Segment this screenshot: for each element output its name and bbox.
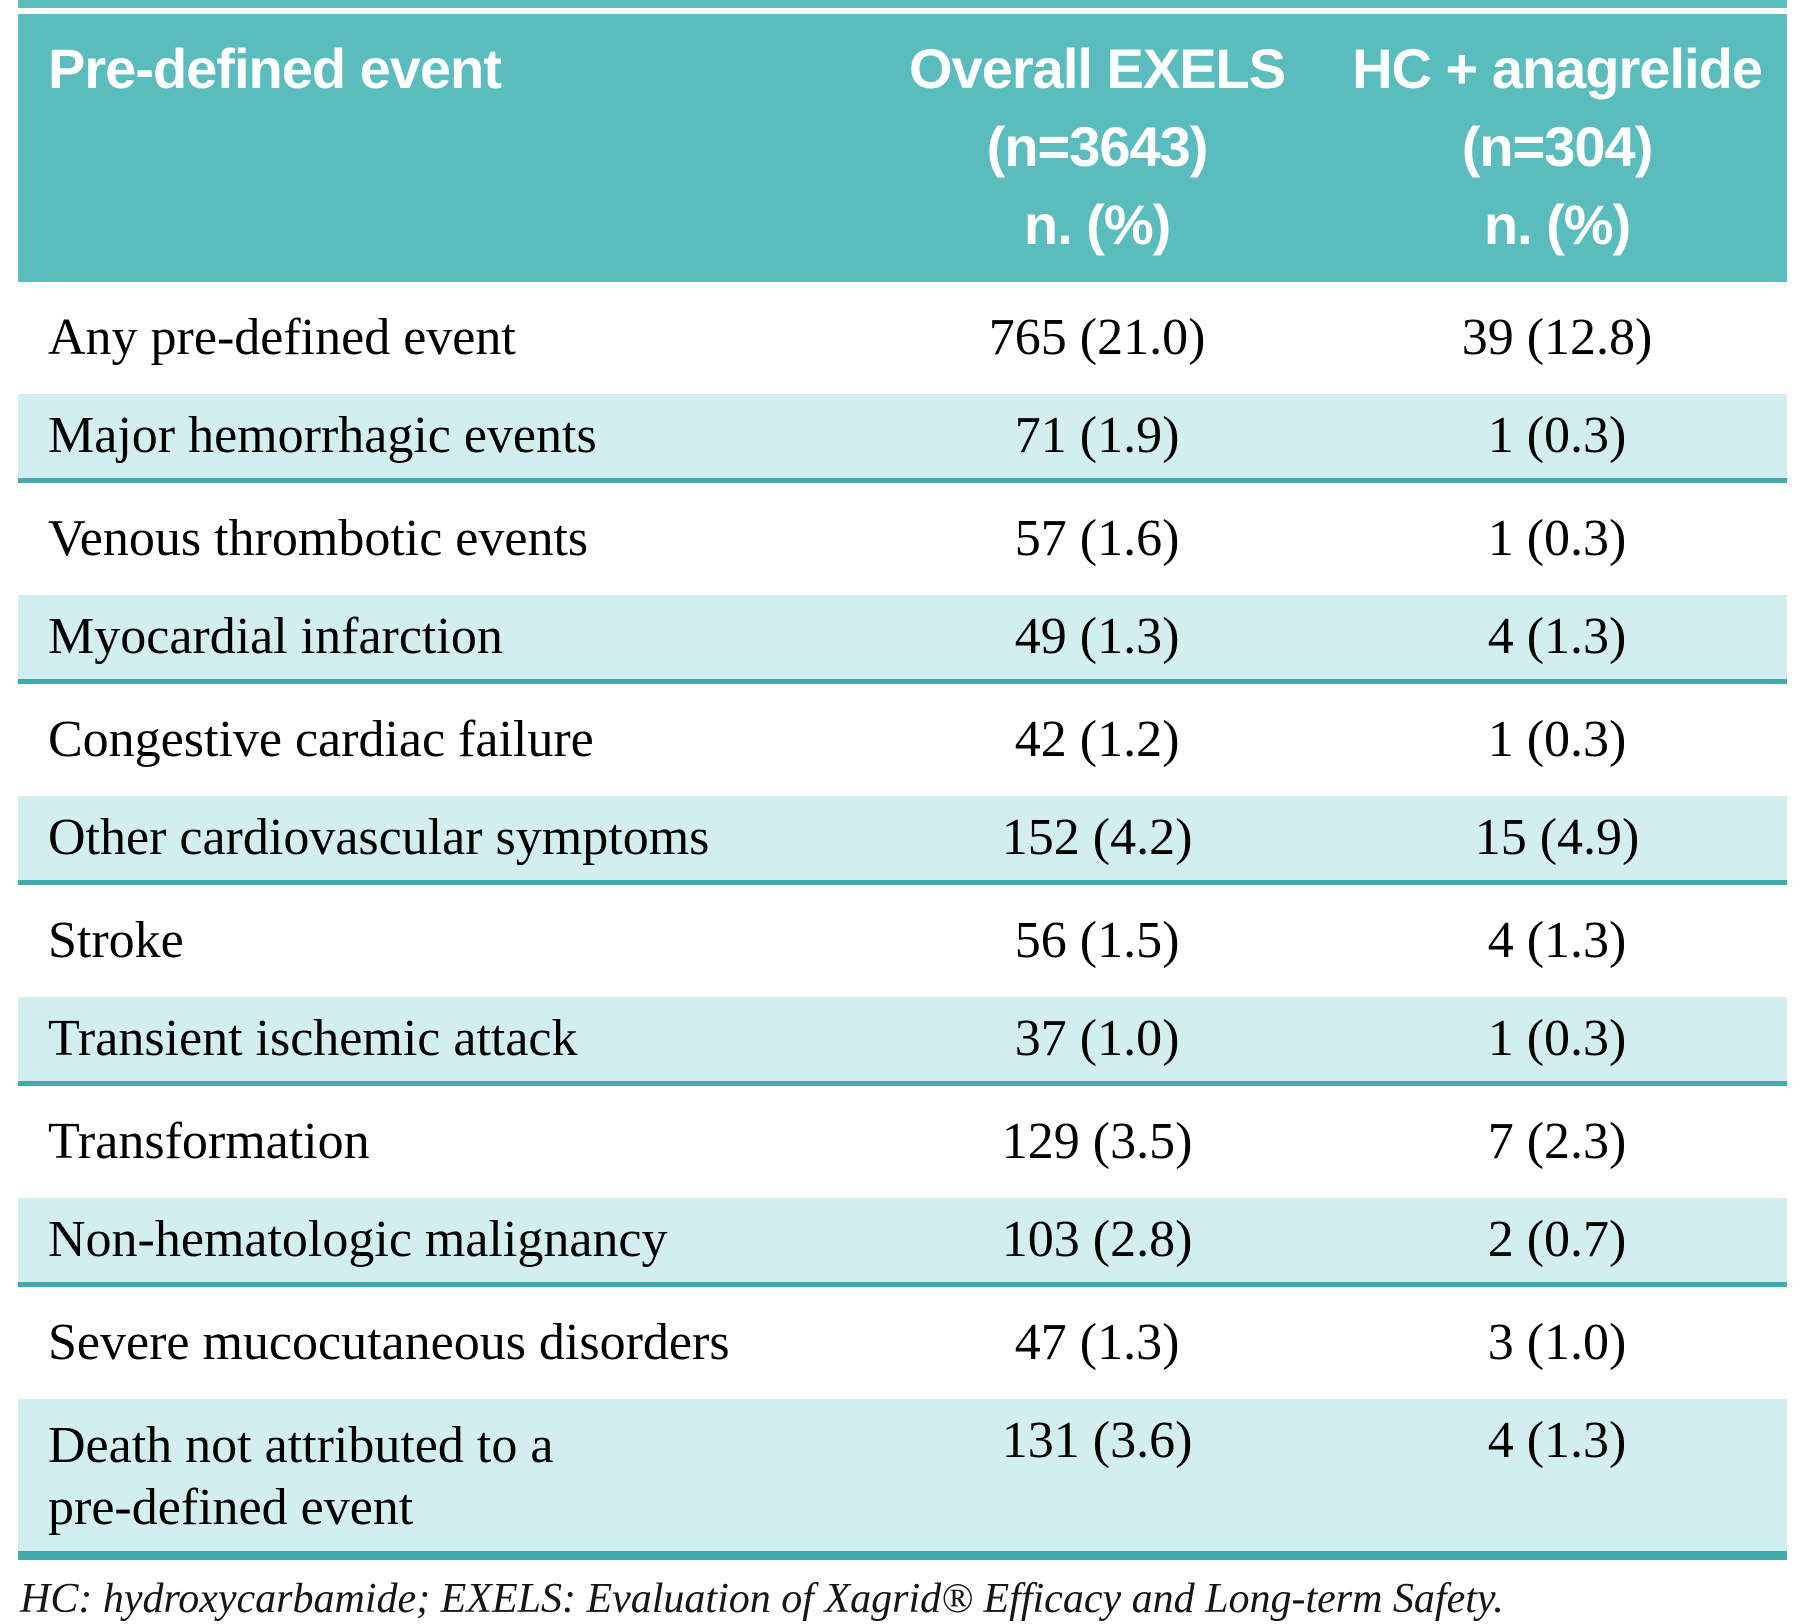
overall-cell: 765 (21.0) [867, 282, 1328, 394]
hc-cell: 2 (0.7) [1327, 1198, 1787, 1287]
header-row: Pre-defined event Overall EXELS (n=3643)… [18, 14, 1787, 282]
overall-cell: 152 (4.2) [867, 796, 1328, 885]
hc-title: HC + anagrelide [1352, 37, 1763, 100]
overall-cell: 56 (1.5) [867, 882, 1328, 997]
column-header-event-label: Pre-defined event [48, 37, 502, 100]
event-cell: Severe mucocutaneous disorders [18, 1284, 868, 1399]
table-row: Death not attributed to a pre-defined ev… [18, 1399, 1787, 1560]
event-label-line2: pre-defined event [48, 1479, 414, 1536]
overall-cell: 129 (3.5) [867, 1083, 1328, 1198]
overall-cell: 57 (1.6) [867, 480, 1328, 595]
event-cell: Transient ischemic attack [18, 997, 868, 1086]
hc-cell: 1 (0.3) [1327, 480, 1787, 595]
event-cell: Myocardial infarction [18, 595, 868, 684]
event-cell: Major hemorrhagic events [18, 394, 868, 483]
table-body: Any pre-defined event 765 (21.0) 39 (12.… [18, 282, 1787, 1560]
event-label-line1: Death not attributed to a [48, 1417, 554, 1474]
hc-cell: 1 (0.3) [1327, 997, 1787, 1086]
event-cell: Non-hematologic malignancy [18, 1198, 868, 1287]
table-row: Transformation 129 (3.5) 7 (2.3) [18, 1083, 1787, 1198]
column-header-event: Pre-defined event [18, 14, 868, 282]
table-row: Severe mucocutaneous disorders 47 (1.3) … [18, 1284, 1787, 1399]
event-cell: Transformation [18, 1083, 868, 1198]
event-cell: Other cardiovascular symptoms [18, 796, 868, 885]
overall-cell: 37 (1.0) [867, 997, 1328, 1086]
event-cell: Congestive cardiac failure [18, 681, 868, 796]
table-row: Myocardial infarction 49 (1.3) 4 (1.3) [18, 595, 1787, 684]
overall-cell: 131 (3.6) [867, 1399, 1328, 1560]
table-row: Other cardiovascular symptoms 152 (4.2) … [18, 796, 1787, 885]
hc-cell: 1 (0.3) [1327, 394, 1787, 483]
hc-cell: 4 (1.3) [1327, 1399, 1787, 1560]
overall-cell: 103 (2.8) [867, 1198, 1328, 1287]
predefined-events-table: Pre-defined event Overall EXELS (n=3643)… [18, 14, 1787, 1560]
table-row: Non-hematologic malignancy 103 (2.8) 2 (… [18, 1198, 1787, 1287]
column-header-hc-anagrelide: HC + anagrelide (n=304) n. (%) [1327, 14, 1787, 282]
table-row: Transient ischemic attack 37 (1.0) 1 (0.… [18, 997, 1787, 1086]
event-cell: Any pre-defined event [18, 282, 868, 394]
table-header: Pre-defined event Overall EXELS (n=3643)… [18, 14, 1787, 282]
hc-cell: 4 (1.3) [1327, 595, 1787, 684]
overall-cell: 42 (1.2) [867, 681, 1328, 796]
hc-unit: n. (%) [1483, 193, 1631, 256]
table-footnote: HC: hydroxycarbamide; EXELS: Evaluation … [20, 1576, 1504, 1622]
overall-n: (n=3643) [986, 115, 1209, 178]
table-row: Venous thrombotic events 57 (1.6) 1 (0.3… [18, 480, 1787, 595]
overall-title: Overall EXELS [909, 37, 1286, 100]
table-row: Major hemorrhagic events 71 (1.9) 1 (0.3… [18, 394, 1787, 483]
table-row: Congestive cardiac failure 42 (1.2) 1 (0… [18, 681, 1787, 796]
table-row: Any pre-defined event 765 (21.0) 39 (12.… [18, 282, 1787, 394]
overall-unit: n. (%) [1023, 193, 1171, 256]
hc-cell: 7 (2.3) [1327, 1083, 1787, 1198]
overall-cell: 47 (1.3) [867, 1284, 1328, 1399]
table-row: Stroke 56 (1.5) 4 (1.3) [18, 882, 1787, 997]
event-cell: Stroke [18, 882, 868, 997]
event-cell: Death not attributed to a pre-defined ev… [18, 1399, 868, 1560]
overall-cell: 71 (1.9) [867, 394, 1328, 483]
hc-cell: 39 (12.8) [1327, 282, 1787, 394]
hc-n: (n=304) [1461, 115, 1654, 178]
hc-cell: 1 (0.3) [1327, 681, 1787, 796]
hc-cell: 15 (4.9) [1327, 796, 1787, 885]
hc-cell: 3 (1.0) [1327, 1284, 1787, 1399]
hc-cell: 4 (1.3) [1327, 882, 1787, 997]
event-cell: Venous thrombotic events [18, 480, 868, 595]
overall-cell: 49 (1.3) [867, 595, 1328, 684]
top-border-rule [18, 0, 1787, 8]
column-header-overall: Overall EXELS (n=3643) n. (%) [867, 14, 1328, 282]
